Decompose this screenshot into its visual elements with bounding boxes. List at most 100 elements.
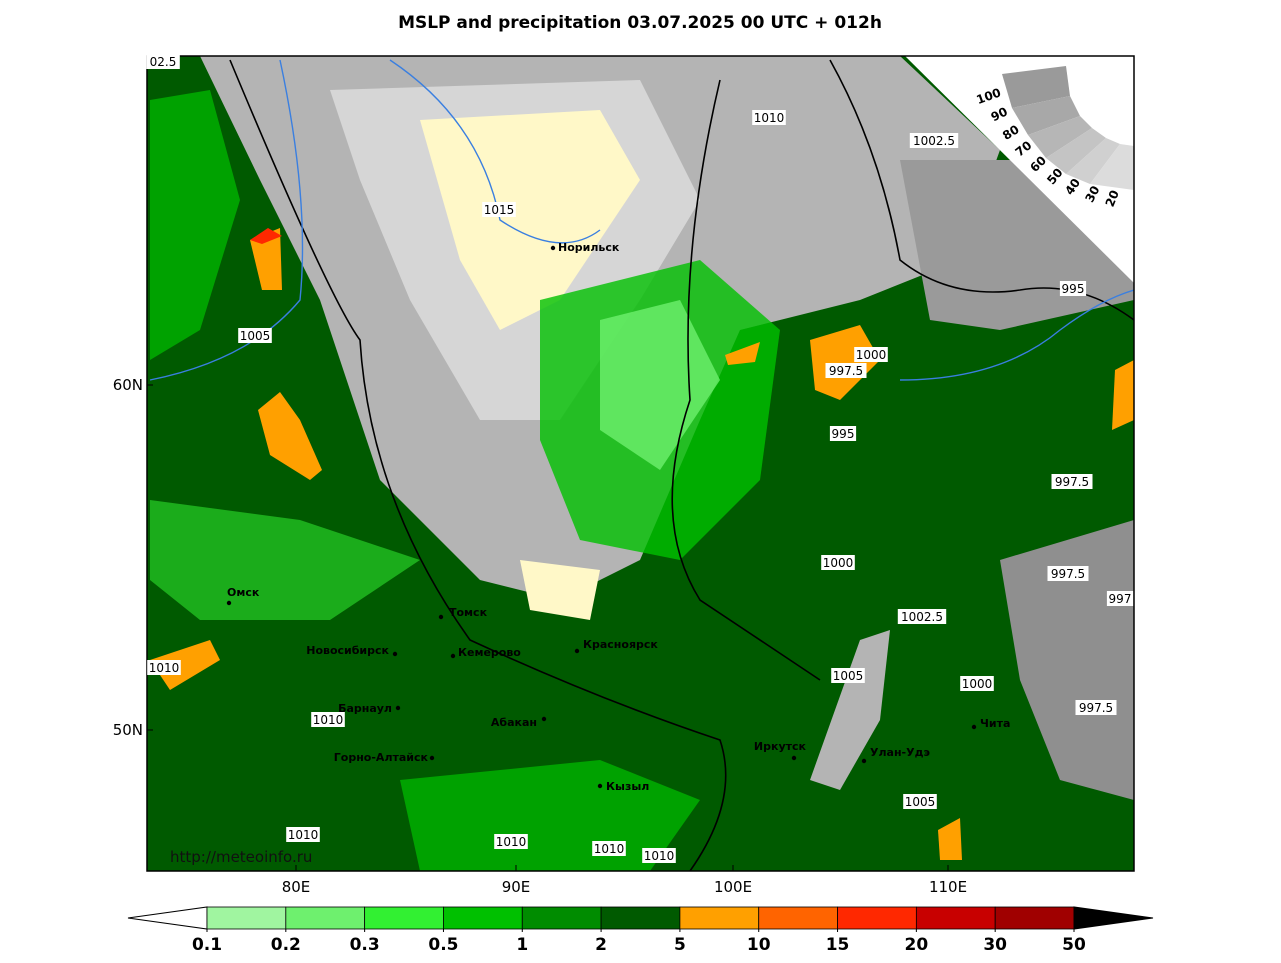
colorbar-label: 0.2 — [271, 935, 301, 955]
isobar-label: 1010 — [496, 835, 527, 849]
isobar-label: 1015 — [484, 203, 515, 217]
precip-area — [150, 500, 420, 620]
lake-area — [810, 630, 890, 790]
isobar-label: 1005 — [833, 669, 864, 683]
isobar-label: 1000 — [856, 348, 887, 362]
cloud-wedges — [1002, 66, 1134, 190]
lat-label: 60N — [113, 376, 143, 394]
isobar-label-box — [1051, 474, 1093, 489]
isobar-label: 1000 — [823, 556, 854, 570]
isobar-label-box — [286, 827, 320, 842]
isobar-label-box — [1075, 700, 1117, 715]
isobar-label-box — [1059, 281, 1087, 296]
isobar-label-box — [147, 660, 181, 675]
heavy-precip — [1112, 360, 1134, 430]
isobar — [671, 79, 821, 681]
colorbar-label: 0.3 — [350, 935, 380, 955]
colorbar-segment — [600, 906, 681, 930]
colorbar-label: 30 — [983, 935, 1007, 955]
isobar-label: 997 — [1109, 592, 1132, 606]
city-dot — [971, 724, 977, 730]
heavy-precip — [938, 818, 962, 860]
colorbar-label: 0.5 — [428, 935, 458, 955]
isobar-label-box — [831, 668, 865, 683]
city-dot — [597, 783, 603, 789]
heavy-precip — [810, 325, 880, 400]
city-label: Кызыл — [606, 780, 649, 793]
colorbar-segment — [206, 906, 287, 930]
cloud-area — [1000, 520, 1134, 800]
city-label: Кемерово — [458, 646, 521, 659]
isobar — [229, 59, 727, 871]
city-dot — [574, 648, 580, 654]
colorbar-segment — [915, 906, 996, 930]
heavy-precip — [150, 640, 220, 690]
isobar-label: 1000 — [962, 677, 993, 691]
colorbar-label: 10 — [747, 935, 771, 955]
lat-label: 50N — [113, 721, 143, 739]
cloud-scale-label: 20 — [1103, 188, 1122, 209]
city-label: Чита — [980, 717, 1010, 730]
isobar-label: 997.5 — [1051, 567, 1085, 581]
city-label: Красноярск — [583, 638, 658, 651]
colorbar-over — [1073, 906, 1154, 930]
colorbar-label: 20 — [905, 935, 929, 955]
city-label: Барнаул — [338, 702, 392, 715]
isobar-label: 997.5 — [1055, 475, 1089, 489]
isobar-label: 1010 — [754, 111, 785, 125]
city-label: Томск — [449, 606, 488, 619]
source-url: http://meteoinfo.ru — [170, 848, 312, 866]
lon-label: 110E — [929, 878, 967, 896]
isobar-label: 1010 — [644, 849, 675, 863]
isobar-label-box — [829, 426, 857, 441]
city-label: Норильск — [558, 241, 620, 254]
heavy-precip — [250, 228, 282, 244]
isobar-label: 1002.5 — [901, 610, 943, 624]
isobar-label: 1005 — [240, 329, 271, 343]
isobar-label-box — [238, 328, 272, 343]
isobar-label-box — [1047, 566, 1089, 581]
city-dot — [791, 755, 797, 761]
city-dot — [861, 758, 867, 764]
isobar-label-box — [825, 363, 867, 378]
colorbar-segment — [521, 906, 602, 930]
isobar-label: 997.5 — [829, 364, 863, 378]
isobar-label: 1002.5 — [913, 134, 955, 148]
city-label: Абакан — [491, 716, 537, 729]
isobar-label: 1010 — [594, 842, 625, 856]
isobar-thin — [899, 289, 1134, 381]
isobar-label-box — [909, 133, 959, 148]
colorbar-label: 15 — [826, 935, 850, 955]
isobar-label: 1010 — [149, 661, 180, 675]
colorbar-segment — [285, 906, 366, 930]
city-dot — [395, 705, 401, 711]
city-dot — [550, 245, 556, 251]
city-label: Горно-Алтайск — [334, 751, 429, 764]
isobar-thin — [149, 59, 304, 381]
isobar-label: 997.5 — [1079, 701, 1113, 715]
isobar-label-box — [1106, 591, 1134, 606]
city-dot — [226, 600, 232, 606]
colorbar-label: 2 — [595, 935, 607, 955]
city-dot — [429, 755, 435, 761]
isobar-label-box — [821, 555, 855, 570]
colorbar-segment — [994, 906, 1075, 930]
isobar-label-box — [642, 848, 676, 863]
precip-area — [150, 90, 240, 360]
map-frame — [146, 55, 1135, 872]
heavy-precip — [258, 392, 322, 480]
city-label: Улан-Удэ — [870, 746, 930, 759]
isobar-label-box — [311, 712, 345, 727]
lon-label: 80E — [282, 878, 311, 896]
lon-label: 100E — [714, 878, 752, 896]
colorbar-segment — [443, 906, 523, 930]
isobar-label-box — [482, 202, 516, 217]
heavy-precip — [250, 228, 282, 290]
heavy-precip — [725, 342, 760, 365]
title: MSLP and precipitation 03.07.2025 00 UTC… — [398, 13, 882, 33]
isobar-label: 995 — [1062, 282, 1085, 296]
map-field — [147, 56, 1134, 871]
colorbar-segment — [837, 906, 917, 930]
city-label: Иркутск — [754, 740, 807, 753]
